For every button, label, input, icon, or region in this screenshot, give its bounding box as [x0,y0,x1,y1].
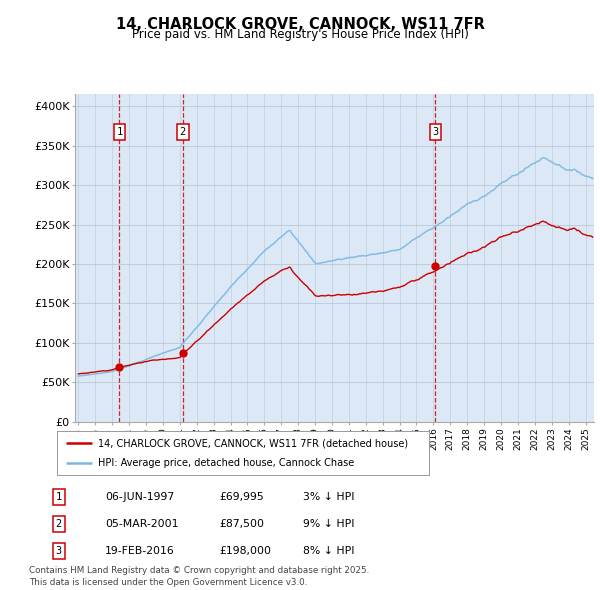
Text: 06-JUN-1997: 06-JUN-1997 [105,492,174,502]
Text: HPI: Average price, detached house, Cannock Chase: HPI: Average price, detached house, Cann… [98,458,354,468]
Text: 1: 1 [116,127,122,137]
Text: 3: 3 [433,127,439,137]
Text: 1: 1 [56,492,62,502]
Text: 14, CHARLOCK GROVE, CANNOCK, WS11 7FR (detached house): 14, CHARLOCK GROVE, CANNOCK, WS11 7FR (d… [98,438,408,448]
Text: Price paid vs. HM Land Registry's House Price Index (HPI): Price paid vs. HM Land Registry's House … [131,28,469,41]
Text: 3: 3 [56,546,62,556]
Text: 05-MAR-2001: 05-MAR-2001 [105,519,179,529]
Text: 14, CHARLOCK GROVE, CANNOCK, WS11 7FR: 14, CHARLOCK GROVE, CANNOCK, WS11 7FR [116,17,484,31]
Text: £87,500: £87,500 [219,519,264,529]
Text: 2: 2 [180,127,186,137]
Text: 8% ↓ HPI: 8% ↓ HPI [303,546,355,556]
Text: Contains HM Land Registry data © Crown copyright and database right 2025.
This d: Contains HM Land Registry data © Crown c… [29,566,369,587]
Text: 3% ↓ HPI: 3% ↓ HPI [303,492,355,502]
Text: 2: 2 [56,519,62,529]
Text: £198,000: £198,000 [219,546,271,556]
Text: 19-FEB-2016: 19-FEB-2016 [105,546,175,556]
Text: 9% ↓ HPI: 9% ↓ HPI [303,519,355,529]
Text: £69,995: £69,995 [219,492,264,502]
